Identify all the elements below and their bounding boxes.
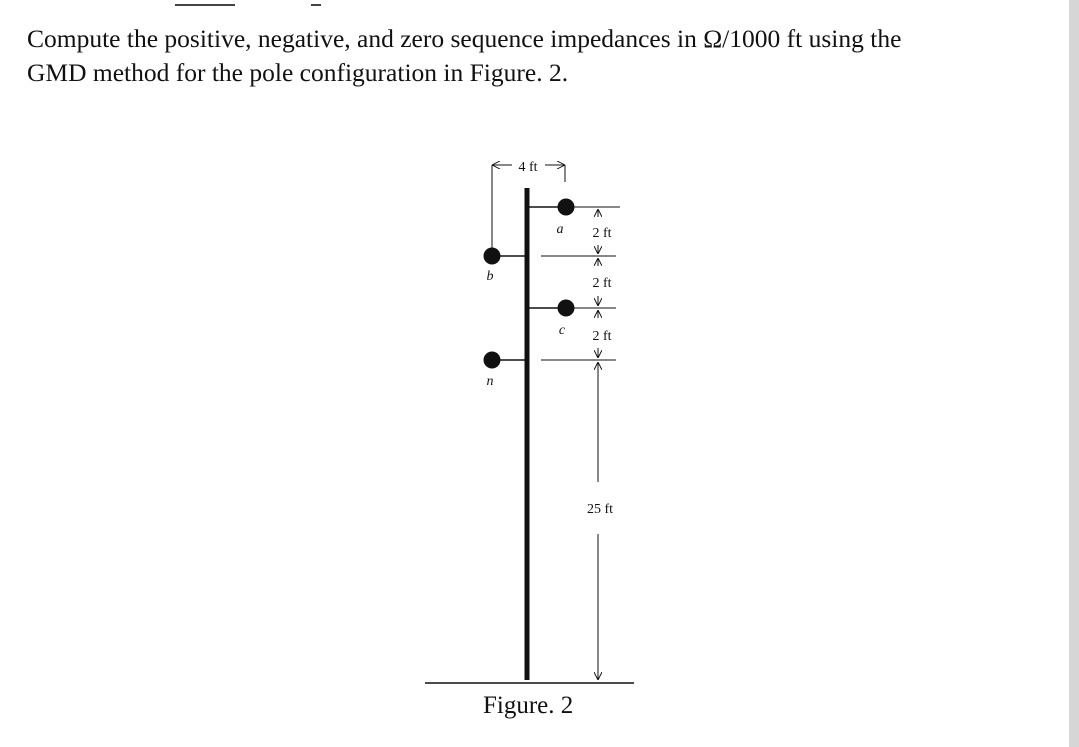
cropped-top-text: [0, 0, 1060, 6]
spacing-label-2: 2 ft: [592, 276, 611, 291]
question-line-1: Compute the positive, negative, and zero…: [27, 24, 902, 53]
figure-caption-text: Figure. 2: [483, 692, 574, 719]
scrollbar-track[interactable]: [1069, 0, 1079, 747]
spacing-label-3: 2 ft: [592, 329, 611, 344]
neutral-label: n: [487, 374, 494, 389]
question-text: Compute the positive, negative, and zero…: [27, 22, 1067, 90]
question-line-2: GMD method for the pole configuration in…: [27, 58, 569, 87]
top-dimension-label: 4 ft: [518, 160, 537, 175]
conductor-c-label: c: [559, 323, 566, 338]
height-label: 25 ft: [587, 502, 613, 517]
neutral-conductor-n: [483, 351, 527, 369]
top-dimension: 4 ft: [491, 160, 566, 252]
conductor-a-label: a: [557, 222, 564, 237]
conductor-b-label: b: [487, 269, 494, 284]
conductor-b: [483, 247, 527, 265]
spacing-label-1: 2 ft: [592, 226, 611, 241]
